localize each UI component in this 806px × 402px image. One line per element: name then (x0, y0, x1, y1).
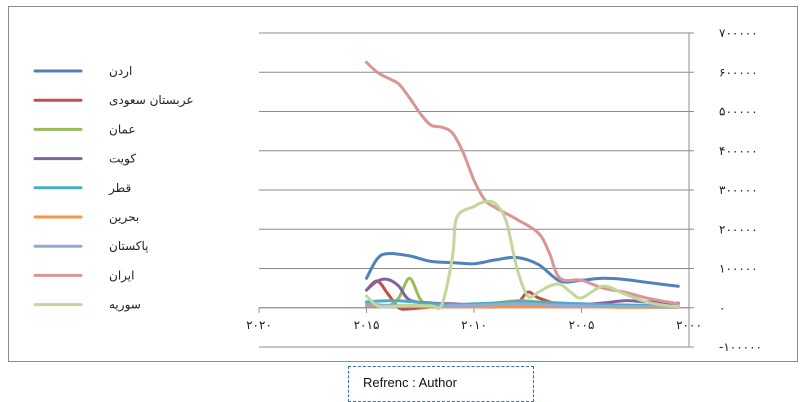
y-tick-label: ۷۰۰۰۰۰ (719, 26, 758, 40)
legend-label: کویت (109, 152, 136, 167)
line-chart: ۷۰۰۰۰۰ ۶۰۰۰۰۰ ۵۰۰۰۰۰ ۴۰۰۰۰۰ ۳۰۰۰۰۰ ۲۰۰۰۰۰ ۱۰۰۰… (33, 26, 762, 354)
legend-label: پاکستان (109, 239, 149, 253)
x-tick-label: ۲۰۰۵ (569, 318, 595, 332)
series-line (365, 199, 680, 311)
y-tick-label: ۱۰۰۰۰۰ (719, 262, 758, 276)
legend-label: سوریه (109, 298, 141, 313)
legend: اردن عربستان سعودی عمان کویت قطر بحرین پاکستان… (33, 64, 194, 313)
legend-label: عمان (109, 122, 136, 136)
x-tick-label: ۲۰۲۰ (246, 318, 272, 332)
x-tick-label: ۲۰۱۵ (354, 318, 380, 332)
legend-label: عربستان سعودی (109, 93, 194, 108)
y-tick-label: ۵۰۰۰۰۰ (719, 105, 758, 119)
x-tick-label: ۲۰۱۰ (461, 318, 487, 332)
series-line (365, 252, 680, 288)
series-lines (365, 60, 680, 311)
chart-frame: ۷۰۰۰۰۰ ۶۰۰۰۰۰ ۵۰۰۰۰۰ ۴۰۰۰۰۰ ۳۰۰۰۰۰ ۲۰۰۰۰۰ ۱۰۰۰… (8, 6, 798, 362)
y-tick-label: ۳۰۰۰۰۰ (719, 183, 758, 197)
reference-box: Refrenc : Author (348, 366, 534, 402)
legend-label: اردن (109, 64, 132, 79)
legend-label: قطر (108, 181, 131, 196)
series-line (365, 60, 680, 306)
y-tick-label: -۱۰۰۰۰۰ (719, 340, 762, 354)
legend-label: ایران (109, 268, 134, 283)
y-tick-label: ۰ (719, 301, 725, 315)
axes: ۷۰۰۰۰۰ ۶۰۰۰۰۰ ۵۰۰۰۰۰ ۴۰۰۰۰۰ ۳۰۰۰۰۰ ۲۰۰۰۰۰ ۱۰۰۰… (246, 26, 762, 354)
y-tick-label: ۲۰۰۰۰۰ (719, 222, 758, 236)
y-tick-label: ۶۰۰۰۰۰ (719, 65, 758, 79)
legend-label: بحرین (109, 210, 139, 225)
gridlines (259, 32, 689, 348)
y-tick-label: ۴۰۰۰۰۰ (719, 144, 758, 158)
reference-text: Refrenc : Author (363, 375, 457, 390)
x-tick-label: ۲۰۰۰ (676, 318, 702, 332)
